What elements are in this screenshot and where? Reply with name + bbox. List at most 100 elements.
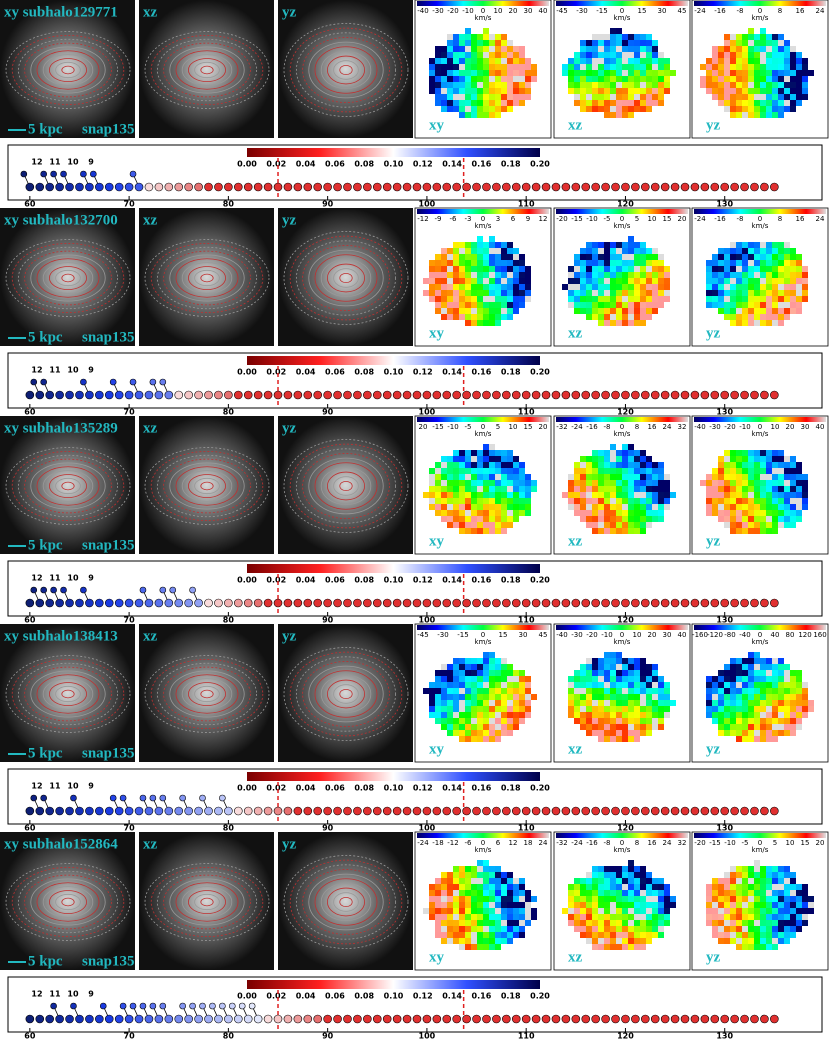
velocity-pixel — [610, 700, 616, 706]
generation-label: 12 — [31, 782, 42, 791]
velocity-pixel — [766, 308, 772, 314]
velocity-pixel — [477, 40, 483, 46]
velocity-pixel — [465, 486, 471, 492]
tree-node — [234, 390, 243, 400]
velocity-pixel — [634, 82, 640, 88]
tree-node — [234, 598, 243, 608]
isophote — [36, 674, 100, 714]
velocity-pixel — [718, 676, 724, 682]
tree-node — [551, 390, 561, 400]
velocity-pixel — [507, 462, 513, 468]
velocity-pixel — [730, 462, 736, 468]
velocity-pixel — [435, 88, 441, 94]
tree-node — [432, 1014, 442, 1024]
velocity-pixel — [796, 308, 802, 314]
velocity-pixel — [507, 480, 513, 486]
velocity-pixel — [742, 890, 748, 896]
velocity-pixel — [622, 724, 628, 730]
velocity-pixel — [766, 284, 772, 290]
velocity-pixel — [658, 932, 664, 938]
tree-colorbar — [247, 564, 540, 573]
velocity-pixel — [525, 88, 531, 94]
colorbar-tick: 0.20 — [530, 160, 550, 169]
tree-node — [601, 390, 610, 400]
velocity-pixel — [465, 290, 471, 296]
velocity-pixel — [598, 296, 604, 302]
velocity-pixel — [616, 890, 622, 896]
velocity-pixel — [658, 70, 664, 76]
velocity-pixel — [724, 260, 730, 266]
velocity-pixel — [658, 700, 664, 706]
map-label: yz — [706, 741, 721, 757]
colorbar-tick: 0.08 — [354, 992, 374, 1001]
velocity-pixel — [802, 296, 808, 302]
velocity-pixel — [790, 908, 796, 914]
velocity-pixel — [700, 82, 706, 88]
velocity-pixel — [724, 688, 730, 694]
velocity-pixel — [748, 82, 754, 88]
velocity-pixel — [718, 308, 724, 314]
velocity-pixel — [742, 296, 748, 302]
velocity-pixel — [640, 510, 646, 516]
isophote — [289, 651, 403, 737]
velocity-pixel — [495, 724, 501, 730]
velocity-pixel — [453, 896, 459, 902]
tree-node — [65, 182, 74, 192]
velocity-pixel — [483, 724, 489, 730]
velocity-pixel — [465, 902, 471, 908]
velocity-pixel — [796, 706, 802, 712]
velocity-pixel — [507, 706, 513, 712]
velocity-pixel — [718, 58, 724, 64]
velocity-pixel — [495, 474, 501, 480]
velocity-pixel — [760, 682, 766, 688]
velocity-pixel — [616, 938, 622, 944]
velocity-pixel — [802, 504, 808, 510]
velocity-pixel — [640, 676, 646, 682]
velocity-pixel — [477, 254, 483, 260]
velocity-pixel — [507, 302, 513, 308]
velocity-pixel — [465, 254, 471, 260]
velocity-pixel — [489, 480, 495, 486]
velocity-pixel — [628, 64, 634, 70]
velocity-pixel — [754, 468, 760, 474]
velocity-pixel — [586, 260, 592, 266]
velocity-pixel — [513, 260, 519, 266]
colorbar-tick: 3 — [496, 215, 500, 223]
velocity-pixel — [592, 730, 598, 736]
velocity-pixel — [610, 100, 616, 106]
velocity-pixel — [616, 76, 622, 82]
velocity-pixel — [435, 920, 441, 926]
galaxy-image — [139, 624, 274, 762]
velocity-pixel — [435, 694, 441, 700]
velocity-pixel — [471, 908, 477, 914]
velocity-pixel — [742, 926, 748, 932]
velocity-pixel — [658, 908, 664, 914]
velocity-pixel — [664, 504, 670, 510]
velocity-pixel — [634, 908, 640, 914]
velocity-pixel — [790, 76, 796, 82]
colorbar-tick: -20 — [694, 839, 705, 847]
velocity-pixel — [465, 522, 471, 528]
velocity-pixel — [766, 94, 772, 100]
velocity-pixel — [592, 706, 598, 712]
velocity-pixel — [568, 82, 574, 88]
isophote — [295, 448, 396, 524]
velocity-pixel — [634, 664, 640, 670]
velocity-pixel — [652, 254, 658, 260]
tree-node — [571, 182, 581, 192]
velocity-pixel — [652, 878, 658, 884]
velocity-pixel — [465, 700, 471, 706]
velocity-pixel — [598, 718, 604, 724]
velocity-pixel — [778, 884, 784, 890]
velocity-pixel — [580, 266, 586, 272]
tree-node — [35, 806, 45, 816]
velocity-pixel — [435, 896, 441, 902]
velocity-pixel — [604, 242, 610, 248]
velocity-pixel — [453, 516, 459, 522]
velocity-pixel — [622, 890, 628, 896]
velocity-pixel — [489, 492, 495, 498]
velocity-pixel — [610, 658, 616, 664]
velocity-pixel — [598, 58, 604, 64]
velocity-pixel — [574, 486, 580, 492]
velocity-pixel — [453, 676, 459, 682]
